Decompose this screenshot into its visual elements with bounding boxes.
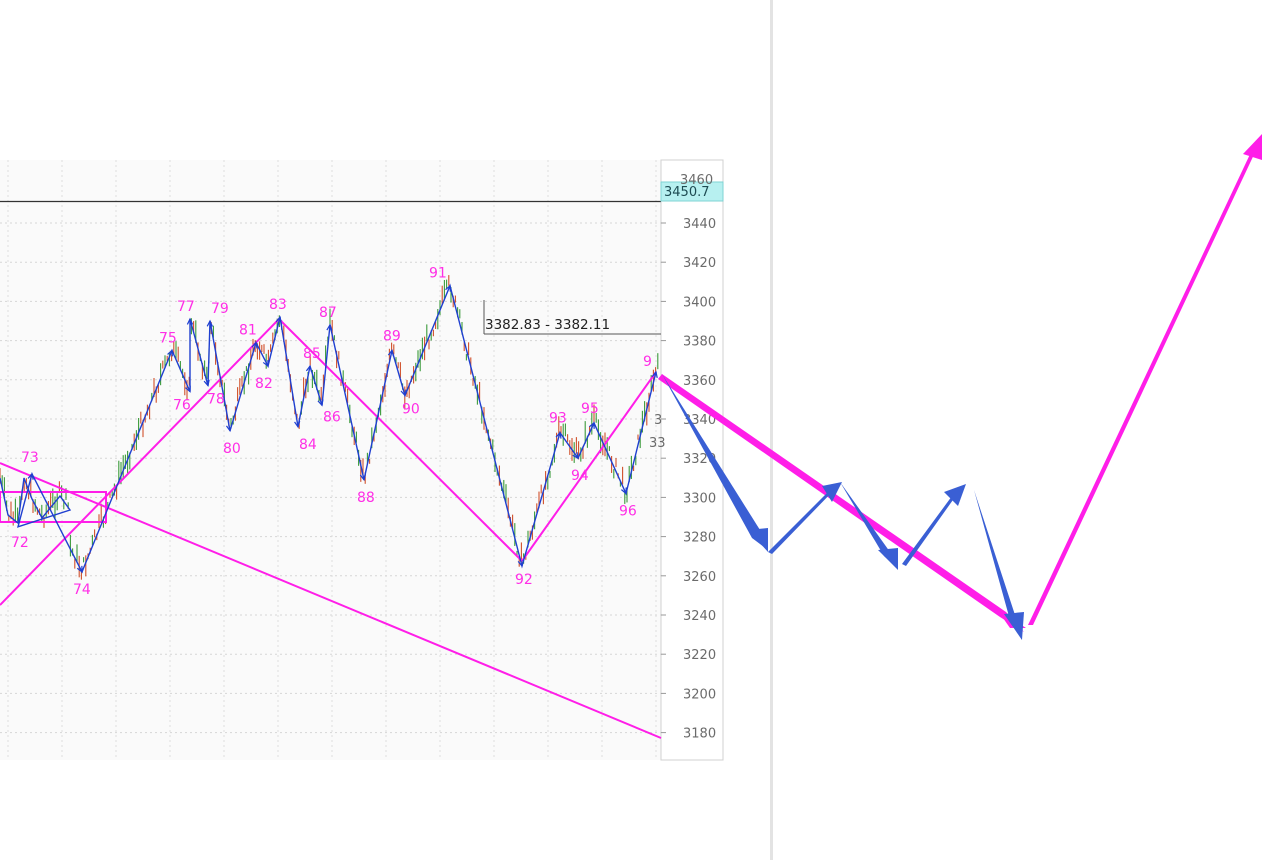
trend-line-up-1 [0, 318, 280, 606]
wave-label-9: 9 [643, 354, 652, 370]
partial-top-tick: 3460 [680, 173, 713, 188]
current-price-label: 3450.7 [664, 185, 710, 200]
wave-arrowhead [27, 472, 34, 480]
y-tick-label: 3220 [683, 648, 716, 663]
y-tick-label: 3420 [683, 256, 716, 271]
wave-label-84: 84 [299, 437, 317, 453]
wave-arrowhead [317, 399, 324, 407]
wave-labels: 72 73 74 75 76 77 78 79 80 81 82 83 84 85 86 87 88 89 90 91… [11, 266, 652, 598]
wave-arrowhead [275, 315, 282, 324]
wave-arrowhead [167, 349, 173, 357]
y-tick-label: 3180 [683, 727, 716, 742]
wave-line [0, 283, 657, 574]
y-tick-label: 3300 [683, 491, 716, 506]
wave-label-75: 75 [159, 330, 177, 346]
projection-magenta-up [1028, 146, 1258, 625]
wave-arrowhead [445, 284, 451, 292]
wave-label-88: 88 [357, 490, 375, 506]
wave-path [0, 283, 658, 574]
y-axis-ticks: 3440342034003380336033403320330032803260… [661, 217, 716, 742]
partial-label-1: 3 [654, 413, 662, 428]
wave-arrowhead [621, 487, 627, 495]
y-tick-label: 3280 [683, 531, 716, 546]
wave-label-87: 87 [319, 305, 337, 321]
y-tick-label: 3360 [683, 374, 716, 389]
wave-label-83: 83 [269, 297, 287, 313]
projection-blue-3 [840, 482, 898, 568]
wave-arrowhead [305, 364, 313, 373]
wave-arrowhead [517, 559, 524, 568]
wave-label-90: 90 [402, 401, 420, 417]
wave-label-95: 95 [581, 401, 599, 417]
projection-blue-5 [974, 490, 1022, 640]
wave-label-74: 74 [73, 582, 91, 598]
wave-label-92: 92 [515, 572, 533, 588]
wave-arrowhead [326, 323, 333, 331]
projection-blue-1-head [748, 528, 768, 552]
wave-label-93: 93 [549, 411, 567, 427]
wave-arrowhead [225, 424, 233, 433]
wave-arrowhead [185, 385, 191, 393]
wave-label-77: 77 [177, 299, 195, 315]
wave-label-80: 80 [223, 441, 241, 457]
wave-arrowhead [206, 319, 213, 327]
projection-blue-2-head [822, 482, 842, 502]
wave-label-76: 76 [173, 398, 191, 414]
plot-area [0, 160, 661, 760]
trend-line-down [0, 462, 662, 739]
wave-arrowhead [572, 452, 579, 460]
wave-label-96: 96 [619, 503, 637, 519]
y-tick-label: 3400 [683, 295, 716, 310]
projection-blue-2 [768, 488, 836, 554]
wave-arrowhead [400, 389, 407, 397]
wave-arrowhead [555, 431, 562, 439]
wave-label-73: 73 [21, 450, 39, 466]
grid-lines [0, 160, 661, 760]
wave-label-89: 89 [383, 328, 401, 344]
y-tick-label: 3380 [683, 335, 716, 350]
wave-label-81: 81 [239, 323, 257, 339]
wave-arrowhead [359, 473, 366, 482]
wave-arrowhead [294, 420, 301, 429]
wave-label-82: 82 [255, 376, 273, 392]
projection-magenta-down [658, 374, 1024, 632]
y-tick-label: 3440 [683, 217, 716, 232]
partial-label-2: 33 [649, 436, 666, 451]
wave-label-85: 85 [303, 346, 321, 362]
wave-arrowhead [387, 349, 394, 357]
current-price-tag [660, 181, 724, 202]
projection-blue-5-head [1004, 612, 1024, 640]
y-tick-label: 3200 [683, 687, 716, 702]
wave-arrowhead [76, 565, 83, 574]
y-tick-label: 3240 [683, 609, 716, 624]
wave-arrowhead [186, 317, 194, 325]
trend-line-up-2 [521, 371, 657, 562]
y-tick-label: 3260 [683, 570, 716, 585]
projection-magenta-up-head [1243, 134, 1262, 160]
projection-blue-1 [662, 374, 768, 550]
range-box-label: 3382.83 - 3382.11 [485, 317, 610, 333]
trend-line-down-2 [278, 318, 523, 562]
wave-label-94: 94 [571, 468, 589, 484]
wave-arrowhead [262, 360, 269, 368]
wave-label-79: 79 [211, 301, 229, 317]
projection-blue-4 [902, 490, 960, 566]
projection-blue-4-head [944, 484, 966, 506]
wave-label-91: 91 [429, 266, 447, 282]
wave-arrowhead [203, 379, 210, 388]
projection-arrows [658, 134, 1262, 640]
wave-arrowhead [251, 341, 258, 349]
wave-label-72: 72 [11, 535, 29, 551]
panel-divider [770, 0, 773, 860]
projection-blue-3-head [878, 548, 898, 570]
wave-arrowhead [589, 421, 595, 429]
wave-label-86: 86 [323, 409, 341, 425]
wave-arrowhead [651, 370, 658, 378]
wave-label-78: 78 [207, 392, 225, 408]
